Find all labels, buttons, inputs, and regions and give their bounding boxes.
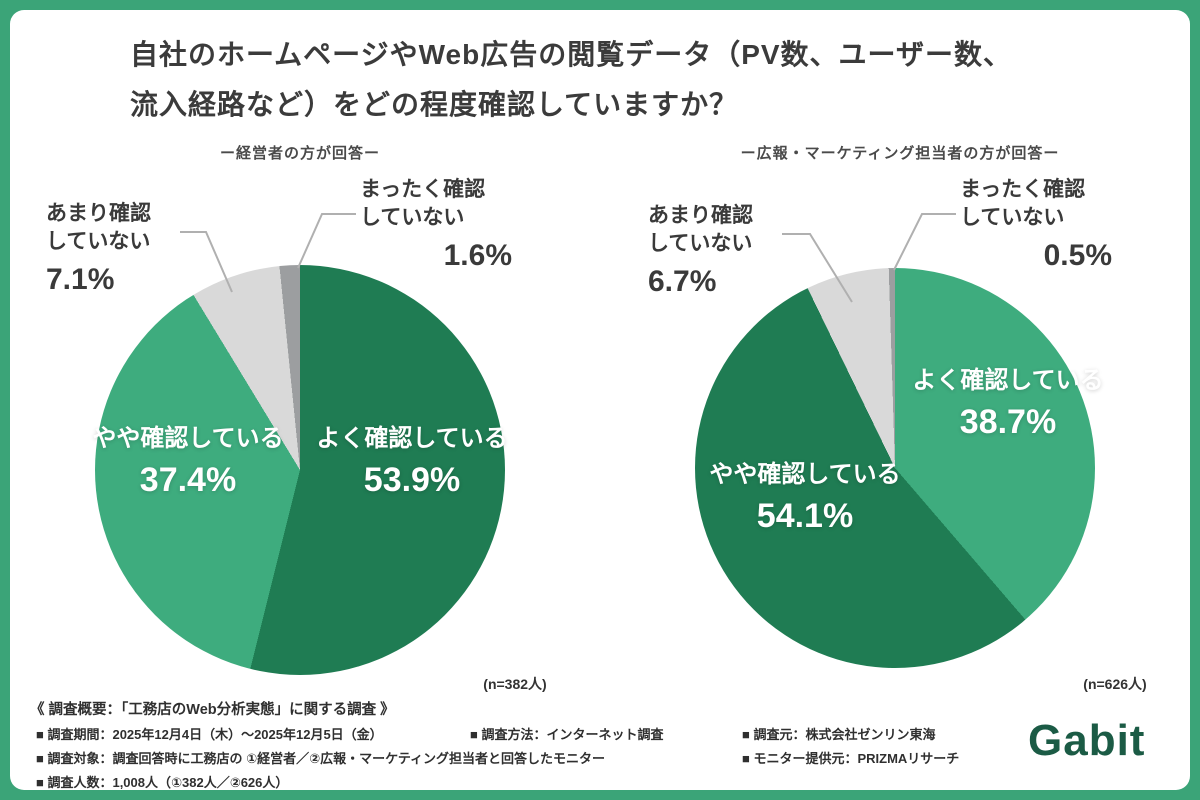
label-somewhat-check-text: やや確認している: [92, 425, 284, 452]
label-somewhat-check-percent: 37.4%: [139, 461, 237, 499]
label-never-check-percent: 0.5%: [1043, 239, 1112, 273]
gabit-logo: Gabit: [1028, 716, 1146, 765]
pie-chart-marketing: [695, 268, 1095, 668]
label-often-check: よく確認している 38.7%: [888, 360, 1128, 442]
survey-monitor-provider: ■ モニター提供元：PRIZMAリサーチ: [742, 751, 960, 766]
label-never-check-text: まったく確認していない: [960, 178, 1086, 229]
label-often-check-percent: 53.9%: [363, 461, 461, 499]
page-title: 自社のホームページやWeb広告の閲覧データ（PV数、ユーザー数、 流入経路など）…: [130, 30, 1130, 130]
card: 自社のホームページやWeb広告の閲覧データ（PV数、ユーザー数、 流入経路など）…: [10, 10, 1190, 790]
sample-size-label: (n=382人): [483, 676, 547, 692]
label-somewhat-check: やや確認している 54.1%: [685, 454, 925, 536]
label-rarely-check-text: あまり確認していない: [648, 204, 753, 255]
label-somewhat-check-text: やや確認している: [709, 461, 901, 488]
page-title-line2: 流入経路など）をどの程度確認していますか？: [130, 89, 739, 120]
label-rarely-check-percent: 7.1%: [46, 263, 115, 297]
label-often-check: よく確認している 53.9%: [292, 418, 532, 500]
label-rarely-check: あまり確認していない 6.7%: [648, 202, 800, 299]
survey-count: ■ 調査人数：1,008人（①382人／②626人）: [36, 775, 289, 790]
chart-group-label: ー広報・マーケティング担当者の方が回答ー: [740, 145, 1060, 162]
survey-method: ■ 調査方法：インターネット調査: [470, 727, 664, 742]
sample-size-label: (n=626人): [1083, 676, 1147, 692]
survey-target: ■ 調査対象：調査回答時に工務店の ①経営者／②広報・マーケティング担当者と回答…: [36, 751, 606, 766]
label-often-check-text: よく確認している: [912, 367, 1104, 394]
label-never-check: まったく確認していない 1.6%: [360, 176, 512, 273]
survey-period: ■ 調査期間：2025年12月4日（木）〜2025年12月5日（金）: [36, 727, 383, 742]
chart-group-label: ー経営者の方が回答ー: [219, 145, 380, 162]
survey-overview-heading: 《 調査概要：「工務店のWeb分析実態」に関する調査 》: [30, 702, 395, 718]
label-somewhat-check-percent: 54.1%: [756, 497, 854, 535]
label-rarely-check-text: あまり確認していない: [46, 202, 151, 253]
label-rarely-check: あまり確認していない 7.1%: [46, 200, 198, 297]
label-often-check-percent: 38.7%: [959, 403, 1057, 441]
chart-executives: ー経営者の方が回答ー まったく確認していない 1.6% あまり確認していない 7…: [40, 140, 560, 700]
page-title-line1: 自社のホームページやWeb広告の閲覧データ（PV数、ユーザー数、: [130, 39, 1012, 70]
label-somewhat-check: やや確認している 37.4%: [68, 418, 308, 500]
label-never-check-percent: 1.6%: [443, 239, 512, 273]
label-often-check-text: よく確認している: [316, 425, 508, 452]
chart-marketing: ー広報・マーケティング担当者の方が回答ー まったく確認していない 0.5% あま…: [640, 140, 1160, 700]
survey-source: ■ 調査元：株式会社ゼンリン東海: [742, 727, 936, 742]
label-never-check-text: まったく確認していない: [360, 178, 486, 229]
label-rarely-check-percent: 6.7%: [648, 265, 717, 299]
pie-chart-executives: [95, 265, 505, 675]
label-never-check: まったく確認していない 0.5%: [960, 176, 1112, 273]
